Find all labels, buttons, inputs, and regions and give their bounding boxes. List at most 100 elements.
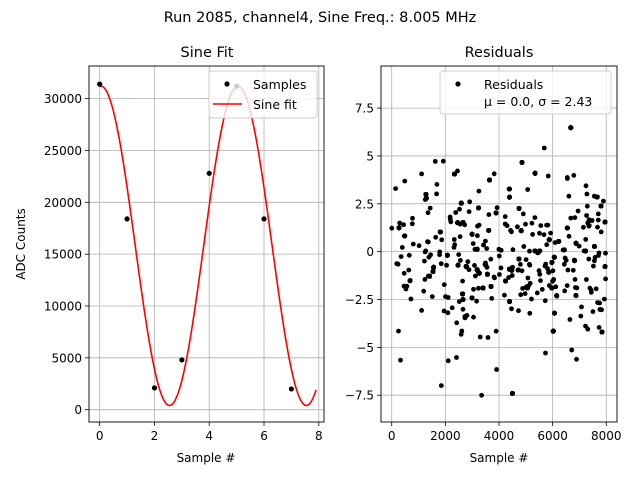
residual-point bbox=[404, 283, 410, 289]
residual-point bbox=[527, 310, 533, 316]
residual-point bbox=[445, 252, 450, 258]
residual-point bbox=[410, 241, 416, 247]
residuals-y-tick-label: 0 bbox=[366, 245, 374, 259]
residual-point bbox=[525, 187, 531, 192]
legend-samples-marker bbox=[224, 81, 230, 87]
sine-fit-y-tick-label: 15000 bbox=[44, 248, 82, 262]
residual-point bbox=[516, 256, 522, 262]
residual-point bbox=[592, 244, 597, 249]
residual-point bbox=[532, 248, 538, 254]
residual-point bbox=[527, 248, 532, 254]
residual-point bbox=[489, 296, 495, 301]
figure-suptitle: Run 2085, channel4, Sine Freq.: 8.005 MH… bbox=[164, 10, 477, 26]
residual-point bbox=[572, 277, 578, 282]
sine-fit-x-tick-label: 4 bbox=[205, 429, 213, 443]
residual-point bbox=[474, 267, 480, 273]
residual-point bbox=[548, 230, 553, 236]
residual-point bbox=[431, 264, 436, 270]
sine-fit-legend: Samples Sine fit bbox=[208, 70, 318, 119]
residual-point bbox=[471, 314, 476, 320]
residual-point bbox=[546, 237, 552, 243]
residual-point bbox=[457, 206, 462, 212]
residual-point bbox=[486, 212, 492, 218]
residual-point bbox=[437, 252, 442, 258]
residual-point bbox=[476, 205, 481, 211]
residuals-xlabel: Sample # bbox=[470, 451, 529, 465]
residual-point bbox=[595, 211, 601, 217]
residual-point bbox=[401, 270, 407, 276]
residual-point bbox=[498, 265, 504, 271]
residual-point bbox=[464, 264, 469, 270]
sample-point bbox=[97, 81, 103, 87]
residual-point bbox=[398, 357, 403, 363]
residual-point bbox=[536, 268, 542, 274]
residual-point bbox=[527, 280, 533, 286]
sine-fit-y-ticks: 0 5000 10000 15000 20000 25000 30000 bbox=[44, 92, 89, 417]
residual-point bbox=[571, 173, 577, 178]
residual-point bbox=[469, 231, 475, 237]
residual-point bbox=[494, 205, 500, 211]
residual-point bbox=[399, 245, 405, 250]
legend-residuals-marker bbox=[455, 81, 461, 87]
residuals-y-tick-label: −5 bbox=[356, 341, 374, 355]
residuals-x-tick-label: 0 bbox=[388, 429, 396, 443]
residual-point bbox=[502, 221, 508, 227]
residual-point bbox=[509, 229, 514, 235]
residual-point bbox=[544, 242, 550, 248]
residual-point bbox=[425, 239, 431, 245]
residuals-title: Residuals bbox=[465, 45, 534, 61]
residual-point bbox=[551, 277, 557, 282]
residual-point bbox=[466, 209, 472, 215]
residual-point bbox=[458, 331, 464, 337]
sine-fit-y-tick-label: 25000 bbox=[44, 144, 82, 158]
residual-point bbox=[474, 246, 480, 252]
residual-point bbox=[423, 195, 429, 201]
residuals-x-tick-label: 4000 bbox=[484, 429, 515, 443]
residual-point bbox=[484, 246, 490, 251]
residual-point bbox=[440, 158, 446, 164]
residual-point bbox=[449, 305, 455, 311]
sample-point bbox=[124, 216, 130, 222]
residual-point bbox=[602, 296, 607, 302]
residual-point bbox=[515, 224, 520, 230]
residual-point bbox=[516, 206, 522, 211]
sine-fit-title: Sine Fit bbox=[181, 45, 234, 61]
residual-point bbox=[481, 242, 486, 248]
residual-point bbox=[566, 233, 572, 239]
residual-point bbox=[603, 250, 608, 256]
residual-point bbox=[593, 286, 599, 292]
residual-point bbox=[457, 234, 463, 240]
residual-point bbox=[452, 171, 457, 177]
residual-point bbox=[491, 171, 497, 177]
residual-point bbox=[454, 320, 460, 326]
residuals-y-tick-label: −7.5 bbox=[345, 389, 374, 403]
sine-fit-grid bbox=[89, 66, 324, 422]
residual-point bbox=[438, 383, 444, 388]
residual-point bbox=[460, 220, 466, 225]
residuals-y-tick-label: 2.5 bbox=[355, 197, 374, 211]
residual-point bbox=[537, 248, 543, 254]
residual-point bbox=[419, 308, 424, 313]
sine-fit-xlabel: Sample # bbox=[177, 451, 236, 465]
residual-point bbox=[455, 220, 460, 226]
residual-point bbox=[568, 125, 574, 131]
residual-point bbox=[595, 300, 600, 305]
residual-point bbox=[595, 217, 601, 223]
sine-fit-ylabel: ADC Counts bbox=[14, 208, 28, 280]
residual-point bbox=[523, 257, 529, 262]
residual-point bbox=[564, 225, 570, 231]
residual-point bbox=[594, 194, 600, 200]
residual-point bbox=[549, 285, 555, 291]
residual-point bbox=[584, 213, 589, 218]
residual-point bbox=[591, 263, 596, 269]
residual-point bbox=[396, 328, 401, 334]
residual-point bbox=[429, 294, 435, 299]
residual-point bbox=[421, 288, 427, 294]
sample-point bbox=[206, 170, 212, 176]
residual-point bbox=[460, 291, 465, 297]
residual-point bbox=[542, 263, 548, 269]
residuals-points bbox=[389, 125, 608, 398]
residuals-grid bbox=[381, 66, 617, 422]
residual-point bbox=[574, 285, 580, 291]
residual-point bbox=[581, 224, 586, 230]
